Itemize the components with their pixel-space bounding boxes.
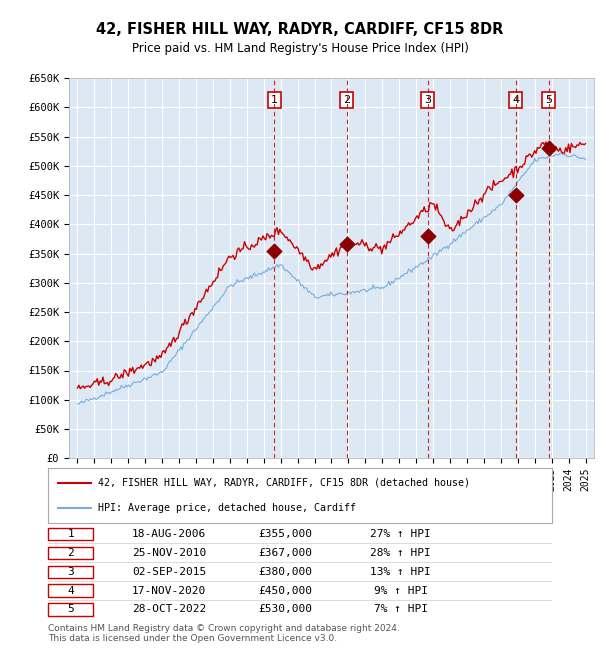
Text: 3: 3 [67,567,74,577]
Point [511,190,521,200]
Point [269,246,279,256]
Text: 9% ↑ HPI: 9% ↑ HPI [374,586,428,595]
Text: 13% ↑ HPI: 13% ↑ HPI [370,567,431,577]
Text: 42, FISHER HILL WAY, RADYR, CARDIFF, CF15 8DR (detached house): 42, FISHER HILL WAY, RADYR, CARDIFF, CF1… [98,478,470,488]
Text: Price paid vs. HM Land Registry's House Price Index (HPI): Price paid vs. HM Land Registry's House … [131,42,469,55]
Point [544,143,553,153]
Text: Contains HM Land Registry data © Crown copyright and database right 2024.
This d: Contains HM Land Registry data © Crown c… [48,624,400,644]
Text: £355,000: £355,000 [258,529,312,539]
Text: 7% ↑ HPI: 7% ↑ HPI [374,604,428,614]
Point [423,231,433,241]
Text: HPI: Average price, detached house, Cardiff: HPI: Average price, detached house, Card… [98,503,356,514]
Text: 25-NOV-2010: 25-NOV-2010 [132,548,206,558]
Text: 2: 2 [343,96,350,105]
Text: 1: 1 [271,96,278,105]
Text: 4: 4 [67,586,74,595]
Text: 28-OCT-2022: 28-OCT-2022 [132,604,206,614]
Text: 42, FISHER HILL WAY, RADYR, CARDIFF, CF15 8DR: 42, FISHER HILL WAY, RADYR, CARDIFF, CF1… [97,21,503,37]
Text: 02-SEP-2015: 02-SEP-2015 [132,567,206,577]
Point [342,239,352,249]
Text: 17-NOV-2020: 17-NOV-2020 [132,586,206,595]
Text: 5: 5 [545,96,552,105]
Text: 28% ↑ HPI: 28% ↑ HPI [370,548,431,558]
Text: 18-AUG-2006: 18-AUG-2006 [132,529,206,539]
Text: £530,000: £530,000 [258,604,312,614]
Text: £450,000: £450,000 [258,586,312,595]
Text: £380,000: £380,000 [258,567,312,577]
Text: 27% ↑ HPI: 27% ↑ HPI [370,529,431,539]
Text: 1: 1 [67,529,74,539]
Text: 4: 4 [512,96,520,105]
Text: 5: 5 [67,604,74,614]
Text: 3: 3 [424,96,431,105]
Text: £367,000: £367,000 [258,548,312,558]
Text: 2: 2 [67,548,74,558]
